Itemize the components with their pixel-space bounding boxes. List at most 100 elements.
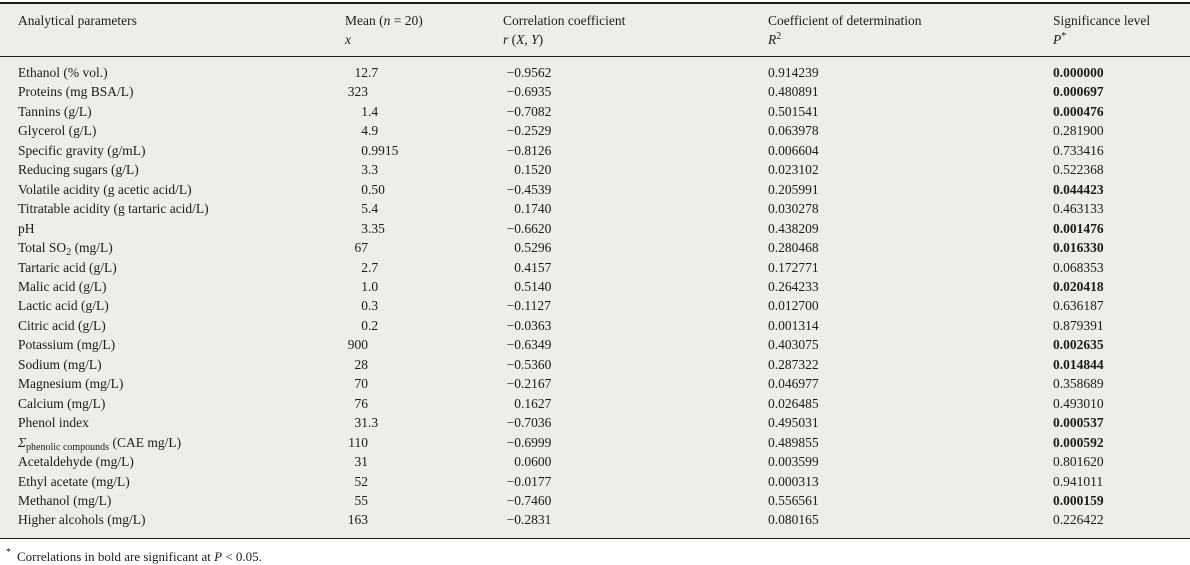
column-header-line2: R2 — [768, 30, 782, 47]
coefficient-of-determination-cell: 0.012700 — [768, 298, 819, 314]
coefficient-of-determination-cell: 0.006604 — [768, 142, 819, 158]
significance-level-cell: 0.941011 — [1053, 473, 1104, 489]
mean-value-cell: 1.0 — [361, 278, 379, 294]
mean-value-cell: 1.4 — [361, 103, 379, 119]
coefficient-of-determination-cell: 0.438209 — [768, 220, 819, 236]
correlation-coefficient-cell: −0.6935 — [506, 84, 552, 100]
correlation-coefficient-cell: 0.1520 — [514, 162, 552, 178]
mean-value-cell: 0.9915 — [361, 142, 399, 158]
parameter-name-cell: Reducing sugars (g/L) — [18, 162, 139, 178]
significance-level-cell: 0.014844 — [1053, 356, 1104, 372]
coefficient-of-determination-cell: 0.080165 — [768, 512, 819, 528]
column-header-line1: Mean (n = 20) — [345, 13, 423, 28]
significance-level-cell: 0.493010 — [1053, 395, 1104, 411]
correlation-coefficient-cell: −0.4539 — [506, 181, 552, 197]
parameter-name-cell: Ethyl acetate (mg/L) — [18, 473, 130, 489]
mean-value-cell: 76 — [354, 395, 369, 411]
coefficient-of-determination-cell: 0.280468 — [768, 240, 819, 256]
column-header-line2: r (X, Y) — [503, 31, 544, 47]
correlation-coefficient-cell: −0.9562 — [506, 65, 552, 80]
table-header-row: Analytical parameters Mean (n = 20) x Co… — [0, 4, 1190, 57]
parameter-name-cell: Citric acid (g/L) — [18, 317, 106, 333]
significance-level-cell: 0.463133 — [1053, 201, 1104, 217]
correlation-coefficient-cell: −0.7460 — [506, 492, 552, 508]
coefficient-of-determination-cell: 0.046977 — [768, 376, 819, 392]
significance-level-cell: 0.281900 — [1053, 123, 1104, 139]
coefficient-of-determination-cell: 0.001314 — [768, 317, 819, 333]
parameter-name-cell: Volatile acidity (g acetic acid/L) — [18, 181, 192, 197]
column-header-mean: Mean (n = 20) x — [345, 12, 503, 49]
coefficient-of-determination-cell: 0.489855 — [768, 434, 819, 450]
table-footnote: * Correlations in bold are significant at… — [0, 538, 1190, 565]
mean-value-cell: 2.7 — [361, 259, 379, 275]
mean-value-cell: 0.3 — [361, 298, 379, 314]
mean-value-cell: 31 — [354, 454, 369, 470]
coefficient-of-determination-cell: 0.264233 — [768, 278, 819, 294]
mean-value-cell: 31.3 — [354, 415, 379, 431]
parameter-name-cell: Ethanol (% vol.) — [18, 65, 108, 80]
column-header-line2 — [18, 31, 345, 50]
mean-value-cell: 5.4 — [361, 201, 379, 217]
correlation-coefficient-cell: −0.7036 — [506, 415, 552, 431]
parameter-name-cell: Phenol index — [18, 415, 89, 431]
table-top-rule — [0, 2, 1190, 4]
correlation-coefficient-cell: −0.6620 — [506, 220, 552, 236]
column-header-coefficient-of-determination: Coefficient of determination R2 — [768, 12, 1053, 49]
mean-value-cell: 12.7 — [354, 65, 379, 80]
parameter-name-cell: Glycerol (g/L) — [18, 123, 97, 139]
significance-level-cell: 0.016330 — [1053, 240, 1104, 256]
mean-value-cell: 67 — [354, 240, 369, 256]
mean-value-cell: 110 — [348, 434, 368, 450]
correlation-coefficient-cell: −0.0177 — [506, 473, 552, 489]
parameter-name-cell: Methanol (mg/L) — [18, 492, 112, 508]
significance-level-cell: 0.002635 — [1053, 337, 1104, 353]
significance-level-cell: 0.068353 — [1053, 259, 1104, 275]
column-header-line1: Coefficient of determination — [768, 13, 922, 28]
mean-value-cell: 70 — [354, 376, 369, 392]
correlation-coefficient-cell: −0.5360 — [506, 356, 552, 372]
correlation-coefficient-cell: −0.2529 — [506, 123, 552, 139]
mean-value-cell: 0.2 — [361, 317, 379, 333]
significance-level-cell: 0.000476 — [1053, 103, 1104, 119]
mean-value-cell: 4.9 — [361, 123, 379, 139]
mean-value-cell: 323 — [347, 84, 368, 100]
column-header-line2: x — [345, 31, 351, 47]
parameter-name-cell: Lactic acid (g/L) — [18, 298, 109, 314]
coefficient-of-determination-cell: 0.914239 — [768, 65, 819, 80]
parameter-name-cell: Tannins (g/L) — [18, 103, 92, 119]
correlation-coefficient-cell: 0.1627 — [514, 395, 552, 411]
parameter-name-cell: Higher alcohols (mg/L) — [18, 512, 146, 528]
coefficient-of-determination-cell: 0.501541 — [768, 103, 819, 119]
mean-value-cell: 55 — [354, 492, 369, 508]
significance-level-cell: 0.358689 — [1053, 376, 1104, 392]
table-body: Ethanol (% vol.) 12.7 −0.9562 0.914239 0… — [0, 57, 1190, 539]
significance-level-cell: 0.000537 — [1053, 415, 1104, 431]
correlation-coefficient-cell: 0.5140 — [514, 278, 552, 294]
correlation-coefficient-cell: −0.8126 — [506, 142, 552, 158]
correlation-coefficient-cell: −0.2831 — [506, 512, 552, 528]
correlation-coefficient-cell: 0.4157 — [514, 259, 552, 275]
significance-level-cell: 0.801620 — [1053, 454, 1104, 470]
mean-value-cell: 3.3 — [361, 162, 379, 178]
mean-value-cell: 163 — [347, 512, 368, 528]
correlation-coefficient-cell: −0.7082 — [506, 103, 552, 119]
coefficient-of-determination-cell: 0.030278 — [768, 201, 819, 217]
parameter-name-cell: Malic acid (g/L) — [18, 278, 107, 294]
coefficient-of-determination-cell: 0.003599 — [768, 454, 819, 470]
parameter-name-cell: pH — [18, 220, 35, 236]
significance-level-cell: 0.044423 — [1053, 181, 1104, 197]
column-header-significance-level: Significance level P* — [1053, 12, 1190, 49]
parameter-name-cell: Total SO2 (mg/L) — [18, 240, 113, 259]
parameter-name-cell: Potassium (mg/L) — [18, 337, 116, 353]
correlation-coefficient-cell: −0.6999 — [506, 434, 552, 450]
significance-level-cell: 0.001476 — [1053, 220, 1104, 236]
coefficient-of-determination-cell: 0.063978 — [768, 123, 819, 139]
significance-level-cell: 0.226422 — [1053, 512, 1104, 528]
mean-value-cell: 3.35 — [361, 220, 385, 236]
significance-level-cell: 0.879391 — [1053, 317, 1104, 333]
mean-value-cell: 52 — [354, 473, 369, 489]
mean-value-cell: 28 — [354, 356, 369, 372]
coefficient-of-determination-cell: 0.287322 — [768, 356, 819, 372]
column-header-line1: Correlation coefficient — [503, 13, 626, 28]
